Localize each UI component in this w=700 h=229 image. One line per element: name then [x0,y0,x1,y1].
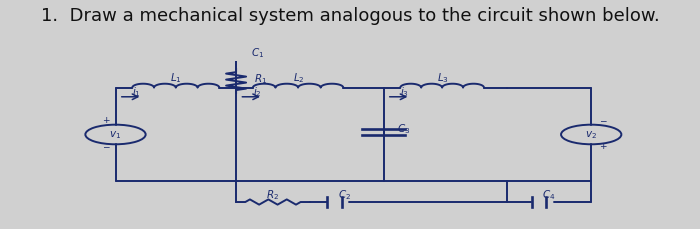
Text: 1.  Draw a mechanical system analogous to the circuit shown below.: 1. Draw a mechanical system analogous to… [41,7,659,25]
Text: −: − [102,141,109,150]
Text: $R_1$: $R_1$ [254,72,267,85]
Text: $C_3$: $C_3$ [397,122,410,135]
Text: $i_2$: $i_2$ [253,85,262,99]
Text: $v_2$: $v_2$ [585,129,597,141]
Text: +: + [599,141,607,150]
Text: $L_2$: $L_2$ [293,71,304,85]
Text: $C_4$: $C_4$ [542,187,556,201]
Text: $C_1$: $C_1$ [251,46,264,60]
Text: +: + [102,116,109,125]
Text: $L_3$: $L_3$ [437,71,449,85]
Text: $L_1$: $L_1$ [170,71,182,85]
Text: $i_3$: $i_3$ [400,85,410,99]
Text: $i_1$: $i_1$ [132,85,141,99]
Text: −: − [599,116,607,125]
Text: $C_2$: $C_2$ [338,187,351,201]
Text: $R_2$: $R_2$ [267,188,279,202]
Text: $v_1$: $v_1$ [109,129,122,141]
